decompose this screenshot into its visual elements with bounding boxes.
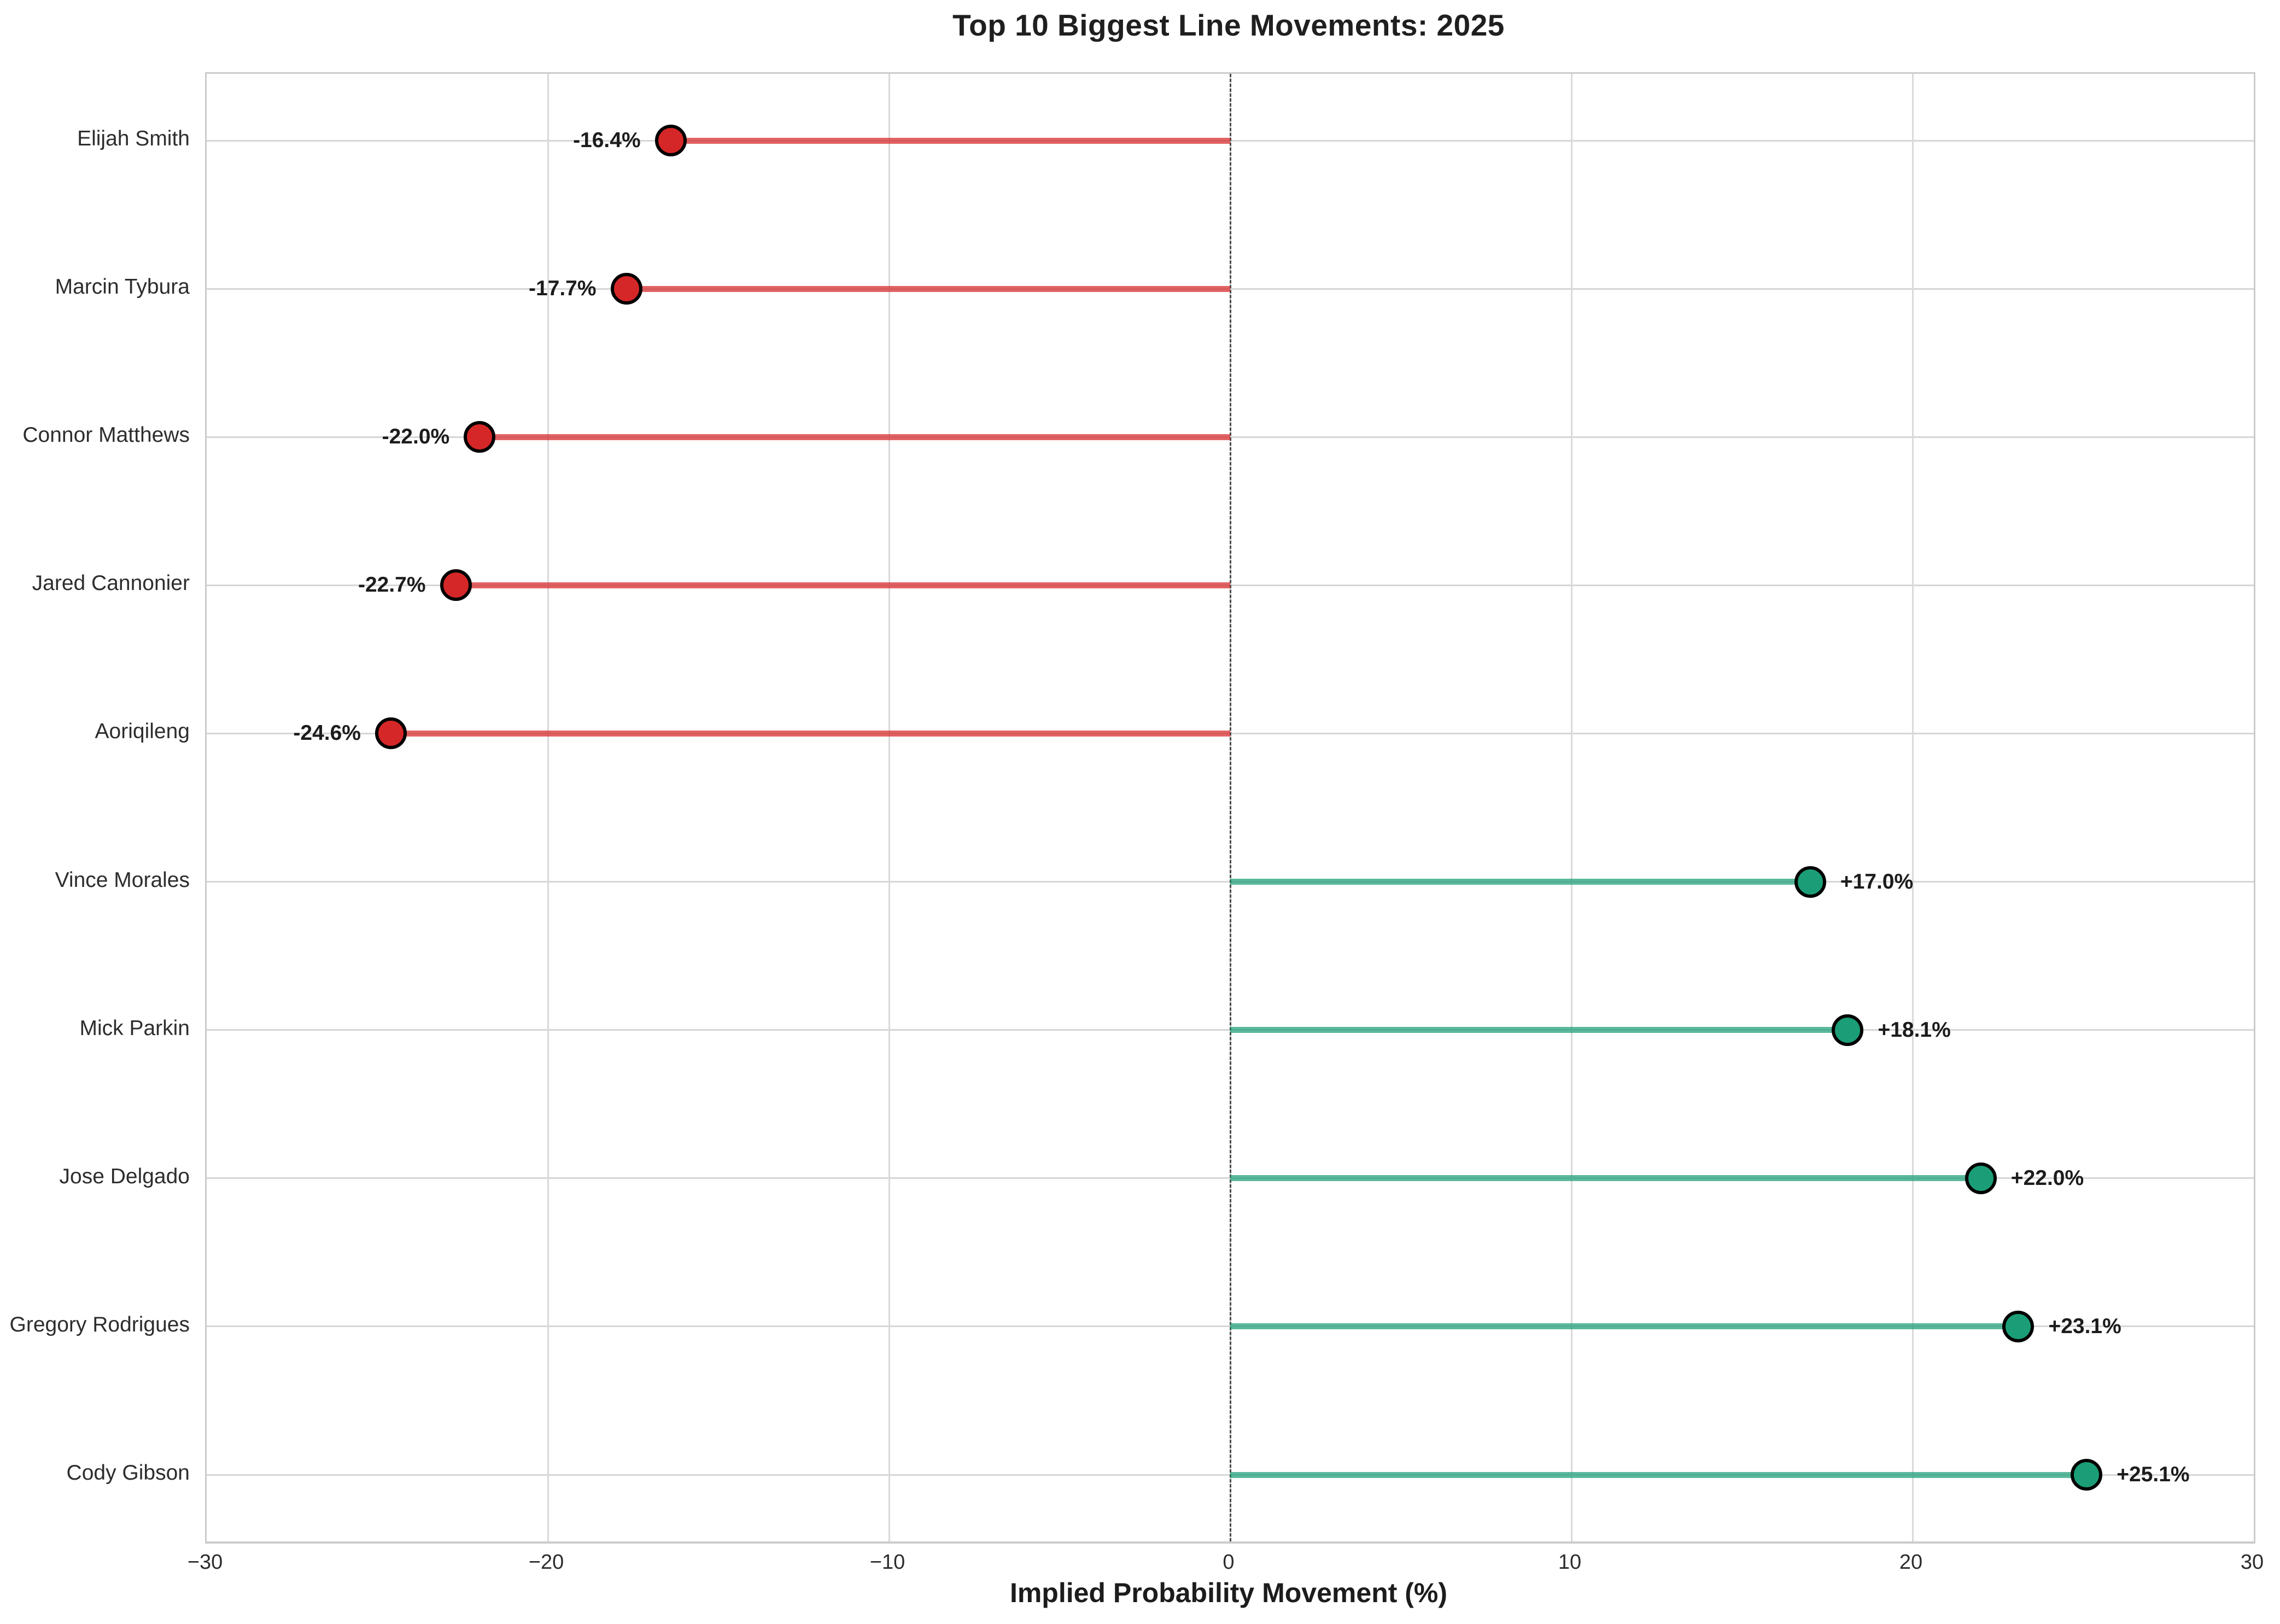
zero-reference-line (1229, 74, 1231, 1541)
value-label: -16.4% (573, 128, 641, 152)
marker-negative (375, 717, 407, 750)
x-tick-label: −20 (528, 1551, 564, 1574)
plot-area: -16.4% -17.7% -22.0% -22.7% -24.6% +17.0% +18.… (205, 72, 2255, 1544)
stem-negative (670, 137, 1230, 144)
gridline-vertical (888, 74, 890, 1541)
x-tick-label: 10 (1558, 1551, 1582, 1574)
value-label: -22.0% (382, 425, 450, 449)
marker-negative (464, 421, 496, 453)
value-label: +22.0% (2010, 1166, 2084, 1190)
marker-positive (1832, 1014, 1864, 1046)
stem-positive (1230, 1027, 1848, 1033)
stem-positive (1230, 879, 1810, 885)
stem-positive (1230, 1471, 2087, 1478)
category-label: Marcin Tybura (55, 275, 190, 299)
marker-positive (2002, 1310, 2035, 1342)
value-label: -22.7% (358, 573, 426, 597)
x-tick-label: 0 (1223, 1551, 1235, 1574)
marker-negative (610, 273, 642, 305)
marker-negative (440, 569, 472, 601)
category-label: Aoriqileng (95, 720, 190, 744)
x-axis-title: Implied Probability Movement (%) (1009, 1578, 1448, 1608)
chart-title: Top 10 Biggest Line Movements: 2025 (952, 8, 1505, 42)
x-tick-label: 20 (1899, 1551, 1923, 1574)
marker-positive (1794, 866, 1826, 898)
category-label: Cody Gibson (66, 1461, 190, 1485)
category-label: Jared Cannonier (32, 571, 190, 595)
marker-positive (2071, 1459, 2103, 1491)
marker-negative (654, 125, 687, 156)
category-label: Elijah Smith (77, 127, 190, 150)
category-label: Connor Matthews (22, 423, 190, 447)
stem-negative (626, 285, 1230, 292)
x-tick-label: −10 (869, 1551, 905, 1574)
value-label: +17.0% (1840, 869, 1914, 893)
gridline-vertical (547, 74, 549, 1541)
value-label: +23.1% (2048, 1314, 2121, 1338)
gridline-vertical (1911, 74, 1914, 1541)
category-label: Jose Delgado (59, 1164, 190, 1188)
value-label: +18.1% (1878, 1018, 1951, 1042)
marker-positive (1965, 1162, 1997, 1194)
value-label: -24.6% (293, 721, 361, 745)
stem-negative (455, 582, 1230, 588)
x-tick-label: −30 (187, 1551, 223, 1574)
stem-positive (1230, 1323, 2019, 1330)
x-tick-label: 30 (2240, 1551, 2264, 1574)
category-label: Mick Parkin (79, 1016, 190, 1040)
category-label: Vince Morales (55, 868, 190, 892)
stem-negative (390, 730, 1230, 737)
category-label: Gregory Rodrigues (9, 1312, 190, 1336)
stem-negative (480, 434, 1230, 440)
stem-positive (1230, 1175, 1981, 1182)
gridline-vertical (1570, 74, 1572, 1541)
value-label: -17.7% (528, 277, 597, 301)
value-label: +25.1% (2117, 1463, 2190, 1486)
